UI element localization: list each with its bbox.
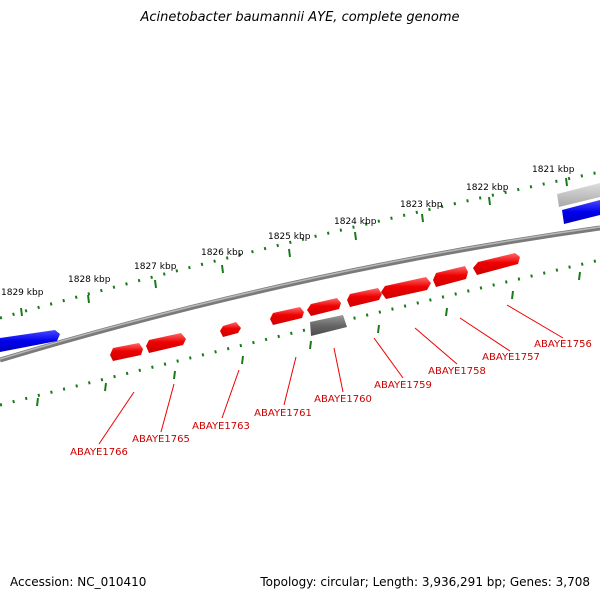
outer-scale-ring [0, 170, 600, 320]
major-tick [173, 370, 176, 380]
kbp-labels: 1821 kbp 1822 kbp 1823 kbp 1824 kbp 1825… [1, 165, 575, 298]
major-tick [488, 196, 491, 206]
major-tick [288, 248, 291, 258]
gene-label: ABAYE1761 [254, 408, 312, 419]
gene-label: ABAYE1756 [534, 339, 592, 350]
neighbor-genes [0, 183, 600, 352]
major-tick [154, 279, 157, 289]
major-tick [354, 231, 357, 241]
kbp-label: 1823 kbp [400, 200, 443, 210]
kbp-label: 1826 kbp [201, 248, 244, 258]
genome-backbone-highlight [0, 226, 600, 360]
gene-arrow-grey[interactable] [310, 315, 347, 336]
kbp-label: 1824 kbp [334, 217, 377, 227]
map-title: Acinetobacter baumannii AYE, complete ge… [140, 10, 460, 25]
gene-leader-lines [98, 304, 564, 445]
gene-arrow[interactable] [270, 307, 304, 325]
major-tick [565, 177, 568, 187]
kbp-label: 1828 kbp [68, 275, 111, 285]
gene-label: ABAYE1759 [374, 380, 432, 391]
major-tick [511, 290, 514, 300]
major-tick [36, 397, 39, 407]
kbp-label: 1827 kbp [134, 262, 177, 272]
gene-label: ABAYE1758 [428, 366, 486, 377]
gene-label: ABAYE1765 [132, 434, 190, 445]
genome-summary: Topology: circular; Length: 3,936,291 bp… [260, 575, 590, 589]
kbp-label: 1821 kbp [532, 165, 575, 175]
major-tick [87, 294, 90, 304]
major-tick [104, 382, 107, 392]
major-tick [421, 213, 424, 223]
kbp-label: 1829 kbp [1, 288, 44, 298]
gene-labels: ABAYE1756 ABAYE1757 ABAYE1758 ABAYE1759 … [70, 339, 592, 458]
leader-line [459, 317, 511, 352]
highlighted-genes [110, 253, 520, 361]
gene-arrow[interactable] [110, 343, 143, 361]
major-tick [445, 307, 448, 317]
gene-arrow[interactable] [433, 266, 468, 287]
leader-line [506, 304, 564, 339]
major-tick [221, 264, 224, 274]
gene-arrow[interactable] [381, 277, 431, 299]
leader-line [333, 347, 344, 393]
gene-arrow-blue-right[interactable] [562, 200, 600, 224]
gene-label: ABAYE1760 [314, 394, 372, 405]
leader-line [221, 369, 240, 419]
leader-line [160, 383, 175, 433]
gene-arrow[interactable] [473, 253, 520, 275]
major-tick [20, 307, 23, 317]
leader-line [283, 356, 297, 406]
accession-label: Accession: NC_010410 [10, 575, 147, 589]
genome-backbone [0, 225, 600, 363]
kbp-label: 1825 kbp [268, 232, 311, 242]
inner-scale-ring [0, 258, 600, 407]
outer-tick-track [0, 170, 600, 320]
gene-arrow-grey-right[interactable] [557, 183, 600, 207]
kbp-label: 1822 kbp [466, 183, 509, 193]
leader-line [373, 337, 404, 379]
gene-arrow[interactable] [146, 333, 186, 353]
gene-arrow[interactable] [307, 298, 341, 316]
major-tick [377, 324, 380, 334]
major-tick [309, 340, 312, 350]
gene-label: ABAYE1763 [192, 421, 250, 432]
leader-line [414, 327, 458, 365]
major-tick [241, 355, 244, 365]
gene-arrow[interactable] [347, 288, 382, 307]
gene-label: ABAYE1757 [482, 352, 540, 363]
gene-arrow[interactable] [220, 322, 241, 337]
gene-arrow-blue-left[interactable] [0, 330, 60, 352]
gene-label: ABAYE1766 [70, 447, 128, 458]
major-tick [578, 271, 581, 281]
leader-line [98, 391, 135, 445]
